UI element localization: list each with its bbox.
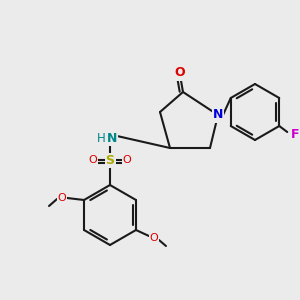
Text: O: O: [150, 233, 158, 243]
Text: O: O: [58, 193, 66, 203]
Text: H: H: [97, 131, 105, 145]
Text: S: S: [106, 154, 115, 166]
Text: O: O: [123, 155, 131, 165]
Text: N: N: [213, 109, 223, 122]
Text: O: O: [88, 155, 98, 165]
Text: F: F: [291, 128, 299, 140]
Text: N: N: [107, 131, 117, 145]
Text: O: O: [175, 67, 185, 80]
